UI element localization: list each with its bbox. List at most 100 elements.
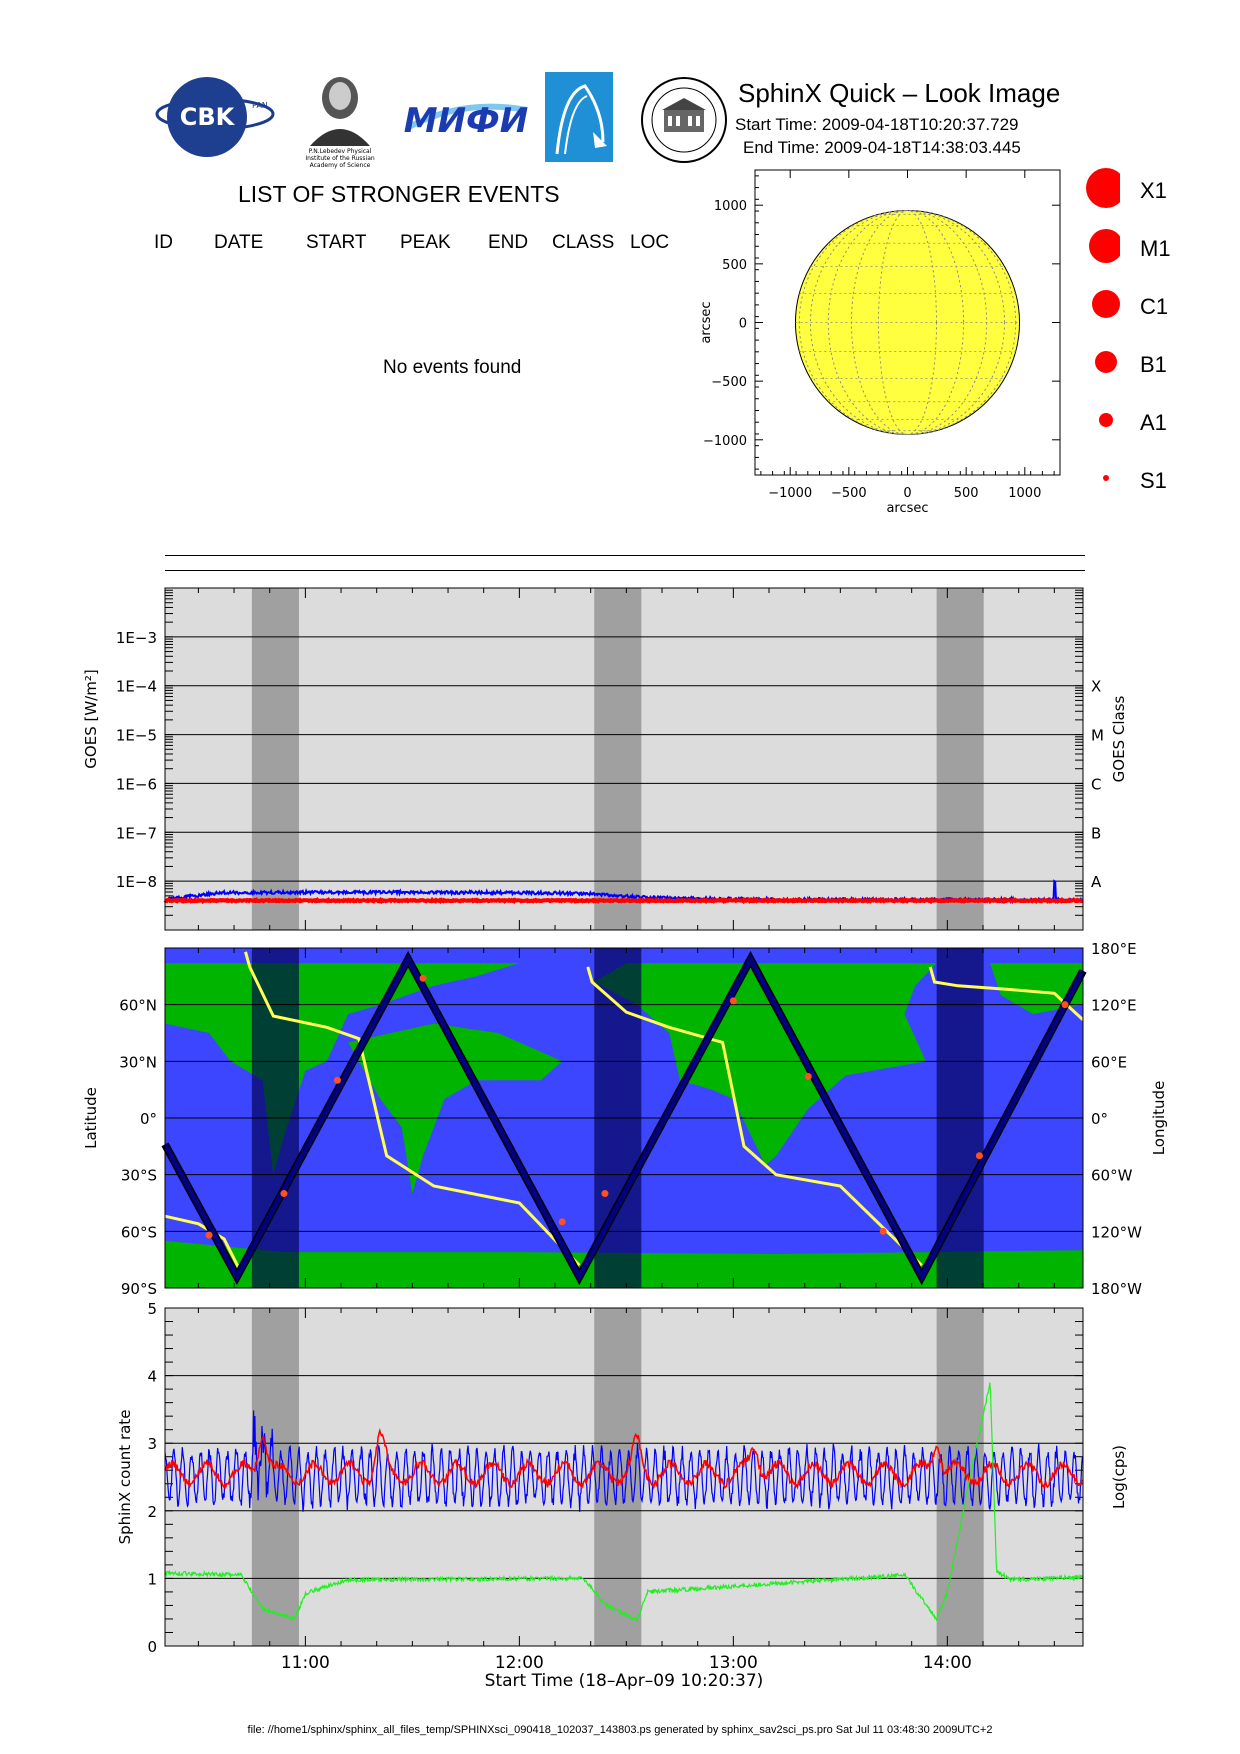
map-y-tick-label: 60°S	[121, 1223, 157, 1241]
count-right-axis-label: Log(cps)	[1110, 1445, 1128, 1509]
orbit-count-hotspot	[419, 974, 427, 982]
map-longitude-trace	[586, 966, 923, 1267]
legend-dot	[1092, 290, 1120, 318]
cbk-logo-ring-text: PAN	[252, 101, 268, 110]
col-class: CLASS	[552, 232, 615, 253]
count-series-green	[164, 1382, 1083, 1623]
mifi-logo: МИФИ	[404, 101, 528, 141]
map-y-tick-label: 60°N	[119, 997, 157, 1015]
legend-label-m1: M1	[1140, 236, 1171, 261]
map-longitude-trace	[928, 966, 1085, 1021]
event-size-legend	[1086, 168, 1120, 481]
x-tick-label: −1000	[768, 486, 812, 501]
count-y-tick-label: 4	[147, 1368, 157, 1386]
longitude-line	[810, 210, 1005, 435]
orbit-count-hotspot	[333, 1076, 341, 1084]
mifi-logo-text: МИФИ	[404, 101, 528, 141]
goes-class-label: A	[1091, 873, 1102, 891]
goes-y-tick-label: 1E−3	[116, 629, 157, 647]
sun-disk-plot: −1000 −500 0 500 1000 −1000 −500 0 500 1000 arcsec…	[699, 169, 1061, 516]
x-tick-label: 1000	[1008, 486, 1041, 501]
legend-label-c1: C1	[1140, 294, 1169, 319]
goes-y-tick-label: 1E−6	[116, 775, 157, 793]
lebedev-logo: P.N.Lebedev Physical Institute of the Ru…	[305, 77, 375, 169]
x-tick-label: −500	[831, 486, 867, 501]
night-band	[251, 588, 299, 930]
legend-dot	[1103, 475, 1109, 481]
orbit-count-hotspot	[558, 1218, 566, 1226]
map-orbit-track-inner	[162, 954, 1086, 1283]
count-y-tick-label: 3	[147, 1435, 157, 1453]
legend-dot	[1086, 168, 1120, 208]
cbk-logo-text: CBK	[180, 103, 236, 131]
footer-file-info: file: //home1/sphinx/sphinx_all_files_te…	[247, 1724, 993, 1736]
end-time: End Time: 2009-04-18T14:38:03.445	[743, 138, 1021, 157]
iki-logo	[545, 72, 613, 162]
events-title: LIST OF STRONGER EVENTS	[238, 181, 560, 207]
lebedev-caption-3: Academy of Science	[310, 162, 371, 169]
y-tick-label: −500	[711, 375, 747, 390]
goes-flux-plot: 1E−8 1E−7 1E−6 1E−5 1E−4 1E−3 A B C M X GOES [W/m²]…	[82, 587, 1128, 931]
orbit-latitude-plot: 90°S 60°S 30°S 0° 30°N 60°N 180°W 120°W 60°W 0° 60…	[82, 940, 1168, 1298]
map-y-tick-label: 90°S	[121, 1280, 157, 1298]
lebedev-caption-1: P.N.Lebedev Physical	[309, 148, 372, 155]
longitude-line	[827, 210, 988, 435]
no-events-message: No events found	[383, 357, 522, 378]
heliographic-grid	[795, 210, 1020, 435]
goes-class-label: X	[1091, 678, 1101, 696]
count-y-axis-label: SphinX count rate	[116, 1410, 134, 1545]
goes-y-axis-label: GOES [W/m²]	[82, 669, 100, 768]
night-band	[594, 588, 642, 930]
orbit-count-hotspot	[975, 1152, 983, 1160]
orbit-count-hotspot	[879, 1227, 887, 1235]
goes-panel-frame	[164, 587, 1084, 931]
orbit-count-hotspot	[729, 997, 737, 1005]
time-tick-label: 13:00	[709, 1653, 758, 1673]
goes-y-tick-label: 1E−7	[116, 824, 157, 842]
asia-australia	[348, 1023, 563, 1194]
map-y2-tick-label: 0°	[1091, 1110, 1108, 1128]
orbit-count-hotspot	[280, 1190, 288, 1198]
col-id: ID	[154, 232, 173, 253]
legend-label-s1: S1	[1140, 468, 1167, 493]
separator-line	[165, 570, 1085, 571]
map-y-tick-label: 30°N	[119, 1053, 157, 1071]
y-tick-label: −1000	[703, 434, 747, 449]
cbk-logo: CBK PAN	[155, 77, 275, 157]
start-time: Start Time: 2009-04-18T10:20:37.729	[735, 115, 1019, 134]
university-seal-logo	[641, 77, 727, 163]
sphinx-count-rate-plot: 0 1 2 3 4 5 11:00 12:00 13:00 14:00 Start Time (18…	[116, 1300, 1128, 1691]
lebedev-caption-2: Institute of the Russian	[305, 155, 375, 162]
orbit-count-hotspot	[804, 1072, 812, 1080]
map-panel-frame	[164, 947, 1084, 1289]
goes-y-tick-label: 1E−8	[116, 873, 157, 891]
map-y2-tick-label: 180°E	[1091, 940, 1137, 958]
map-y-axis-label: Latitude	[82, 1087, 100, 1149]
page-title: SphinX Quick – Look Image	[738, 78, 1061, 108]
map-y2-tick-label: 60°E	[1091, 1053, 1127, 1071]
x-axis-label: arcsec	[886, 501, 928, 516]
goes-y-tick-label: 1E−4	[116, 678, 157, 696]
time-tick-label: 11:00	[281, 1653, 330, 1673]
map-y2-tick-label: 180°W	[1091, 1280, 1142, 1298]
x-tick-label: 0	[903, 486, 911, 501]
map-longitude-trace	[244, 951, 581, 1267]
night-band	[936, 588, 984, 930]
legend-dot	[1089, 229, 1120, 263]
legend-label-a1: A1	[1140, 410, 1167, 435]
time-tick-label: 12:00	[495, 1653, 544, 1673]
y-axis-label: arcsec	[699, 301, 714, 343]
x-tick-label: 500	[954, 486, 979, 501]
legend-label-b1: B1	[1140, 352, 1167, 377]
goes-y-tick-label: 1E−5	[116, 727, 157, 745]
count-series-blue	[164, 1410, 1083, 1512]
map-right-axis-label: Longitude	[1150, 1081, 1168, 1156]
time-axis-label: Start Time (18–Apr–09 10:20:37)	[485, 1671, 764, 1691]
goes-right-axis-label: GOES Class	[1110, 695, 1128, 782]
count-y-tick-label: 0	[147, 1638, 157, 1656]
longitude-line	[798, 210, 1017, 435]
orbit-count-hotspot	[205, 1231, 213, 1239]
col-loc: LOC	[630, 232, 670, 253]
col-start: START	[306, 232, 367, 253]
goes-series-red	[163, 896, 1083, 905]
